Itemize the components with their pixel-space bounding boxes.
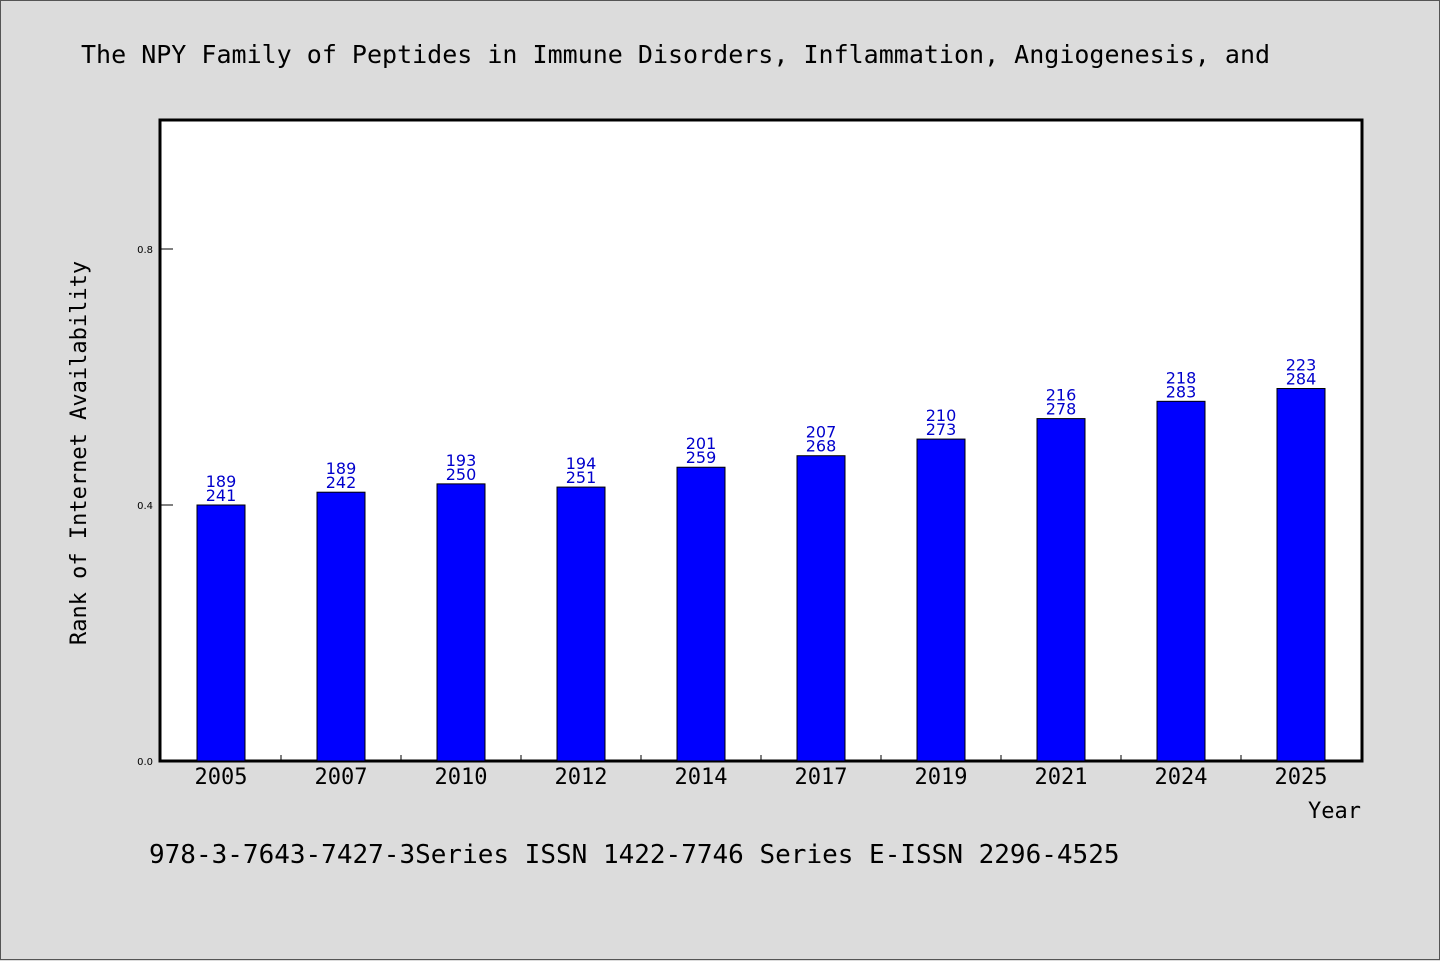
bar <box>916 438 966 762</box>
bar-label-top: 216 <box>1046 386 1077 405</box>
bar <box>436 483 486 762</box>
x-tick-label: 2010 <box>435 765 488 790</box>
y-tick-label: 0.0 <box>137 757 153 768</box>
bar-label-top: 193 <box>446 451 477 470</box>
bar-label-top: 201 <box>686 434 717 453</box>
bar <box>676 466 726 762</box>
y-axis-label: Rank of Internet Availability <box>67 261 92 645</box>
bar <box>196 504 246 762</box>
bar-label-bottom: 259 <box>686 448 717 467</box>
bar-label-top: 223 <box>1286 356 1317 375</box>
bar <box>1036 418 1086 762</box>
footer-issn: 978-3-7643-7427-3Series ISSN 1422-7746 S… <box>149 840 1120 870</box>
x-tick-label: 2025 <box>1275 765 1328 790</box>
y-tick-label: 0.4 <box>137 501 153 512</box>
bar-label-top: 218 <box>1166 368 1197 387</box>
x-tick-label: 2007 <box>315 765 368 790</box>
bar-label-bottom: 284 <box>1286 370 1317 389</box>
y-tick-label: 0.8 <box>137 245 153 256</box>
bar-label-bottom: 273 <box>926 420 957 439</box>
bar-series: 1892411892421932501942512012592072682102… <box>196 356 1326 762</box>
x-tick-label: 2012 <box>555 765 608 790</box>
bar <box>316 491 366 762</box>
bar-label-bottom: 278 <box>1046 400 1077 419</box>
x-tick-label: 2014 <box>675 765 728 790</box>
chart-title: The NPY Family of Peptides in Immune Dis… <box>81 40 1270 69</box>
bar-label-top: 189 <box>326 459 357 478</box>
bar-label-bottom: 251 <box>566 468 597 487</box>
bar-label-bottom: 283 <box>1166 382 1197 401</box>
bar-label-top: 210 <box>926 406 957 425</box>
x-tick-label: 2019 <box>915 765 968 790</box>
x-tick-label: 2005 <box>195 765 248 790</box>
x-tick-label: 2017 <box>795 765 848 790</box>
bar-label-bottom: 268 <box>806 437 837 456</box>
x-tick-label: 2024 <box>1155 765 1208 790</box>
x-axis: 2005 2007 2010 2012 2014 2017 2019 2021 2024 2025 <box>195 755 1328 790</box>
x-tick-label: 2021 <box>1035 765 1088 790</box>
bar-label-bottom: 250 <box>446 465 477 484</box>
bar-label-top: 189 <box>206 472 237 491</box>
x-axis-label: Year <box>1308 799 1361 824</box>
y-axis: 0.0 0.4 0.8 <box>137 245 173 768</box>
bar-label-bottom: 241 <box>206 486 237 505</box>
bar-label-top: 194 <box>566 454 597 473</box>
bar <box>1276 388 1326 762</box>
bar <box>796 455 846 762</box>
bar-label-bottom: 242 <box>326 473 357 492</box>
bar <box>556 486 606 762</box>
bar-label-top: 207 <box>806 423 837 442</box>
bar <box>1156 400 1206 762</box>
